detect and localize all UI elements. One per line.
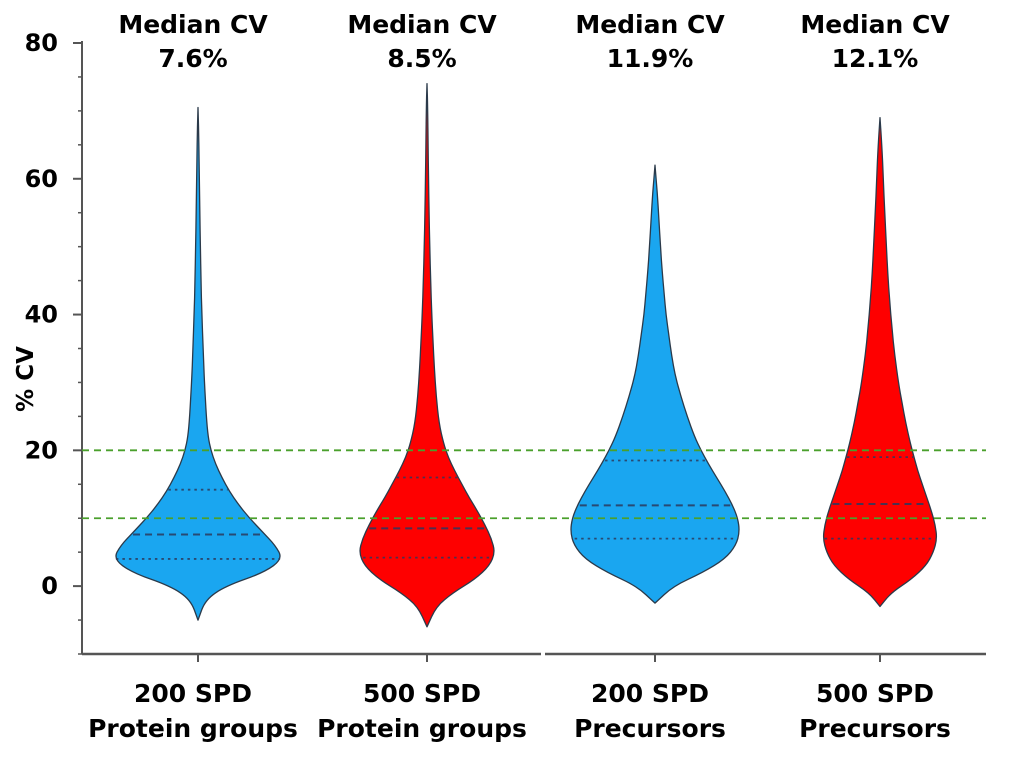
violin-body [115, 106, 281, 621]
x-category-sublabel: Precursors [574, 714, 726, 743]
median-cv-heading: Median CV [118, 10, 268, 39]
x-category-sublabel: Protein groups [317, 714, 527, 743]
median-cv-heading: Median CV [575, 10, 725, 39]
median-cv-value: 8.5% [387, 44, 456, 73]
violin-group [822, 117, 938, 608]
median-cv-value: 11.9% [607, 44, 694, 73]
violin-group [359, 83, 495, 628]
x-category-sublabel: Protein groups [88, 714, 298, 743]
median-cv-heading: Median CV [800, 10, 950, 39]
y-tick-label: 80 [25, 29, 58, 57]
violin-group [115, 106, 281, 621]
violin-body [359, 83, 495, 628]
x-category-sublabel: Precursors [799, 714, 951, 743]
violin-body [570, 164, 740, 604]
violin-group [570, 164, 740, 604]
y-tick-label: 0 [41, 572, 58, 600]
y-tick-label: 20 [25, 436, 58, 464]
y-axis-title: % CV [13, 346, 39, 412]
x-category-label: 200 SPD [591, 679, 709, 708]
y-tick-label: 60 [25, 165, 58, 193]
y-tick-label: 40 [25, 301, 58, 329]
x-category-label: 500 SPD [816, 679, 934, 708]
x-category-label: 500 SPD [363, 679, 481, 708]
median-cv-value: 7.6% [158, 44, 227, 73]
median-cv-heading: Median CV [347, 10, 497, 39]
median-cv-value: 12.1% [832, 44, 919, 73]
violin-body [822, 117, 938, 608]
x-category-label: 200 SPD [134, 679, 252, 708]
